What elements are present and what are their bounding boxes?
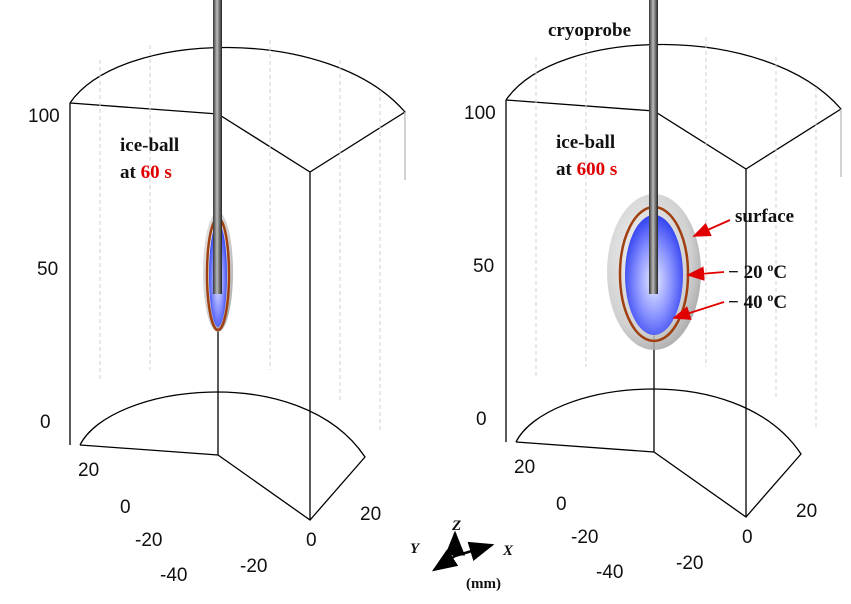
panel-label: ice-ball <box>120 135 179 156</box>
frame <box>69 103 311 520</box>
x-tick-label: 0 <box>306 530 317 551</box>
label-at: at <box>120 162 137 183</box>
frame <box>79 391 366 521</box>
panel-label: at 600 s <box>556 159 617 180</box>
axis-z: Z <box>451 518 461 534</box>
frame <box>515 388 802 518</box>
grid <box>535 37 817 427</box>
x-tick-label: -20 <box>240 556 267 577</box>
z-tick-label: 50 <box>37 259 58 280</box>
grid <box>99 40 381 430</box>
grid-line <box>535 37 817 427</box>
z-tick-label: 100 <box>28 106 60 127</box>
y-tick-label: -40 <box>160 565 187 586</box>
isotherm-label: − 20 oC <box>728 260 787 283</box>
y-tick-label: 0 <box>120 497 131 518</box>
y-tick-label: -20 <box>571 527 598 548</box>
label-time: 60 s <box>141 162 172 183</box>
cylinder-frame <box>69 46 406 521</box>
axis-x: X <box>502 543 514 559</box>
panel-label: at 60 s <box>120 162 172 183</box>
x-tick-label: 20 <box>796 501 817 522</box>
grid-line <box>99 40 381 430</box>
x-tick-label: -20 <box>676 553 703 574</box>
y-tick-label: -40 <box>596 562 623 583</box>
probe <box>649 0 658 294</box>
probe <box>213 0 222 294</box>
z-tick-label: 0 <box>476 409 487 430</box>
axis-y: Y <box>410 541 421 557</box>
y-tick-label: 20 <box>78 460 99 481</box>
z-tick-label: 0 <box>40 412 51 433</box>
arrows <box>672 219 731 320</box>
label-time: 600 s <box>577 159 618 180</box>
axes-legend <box>431 530 495 572</box>
x-tick-label: 20 <box>360 504 381 525</box>
x-tick-label: 0 <box>742 527 753 548</box>
surface-label: surface <box>735 206 794 227</box>
panel-label: ice-ball <box>556 132 615 153</box>
label-at: at <box>556 159 573 180</box>
y-tick-label: -20 <box>135 530 162 551</box>
frame <box>69 46 406 173</box>
z-tick-label: 50 <box>473 256 494 277</box>
z-tick-label: 100 <box>464 103 496 124</box>
y-tick-label: 20 <box>514 457 535 478</box>
y-tick-label: 0 <box>556 494 567 515</box>
probe-label: cryoprobe <box>548 20 631 41</box>
unit: (mm) <box>466 576 501 592</box>
frame <box>505 43 842 170</box>
isotherm-label: − 40 oC <box>728 290 787 313</box>
